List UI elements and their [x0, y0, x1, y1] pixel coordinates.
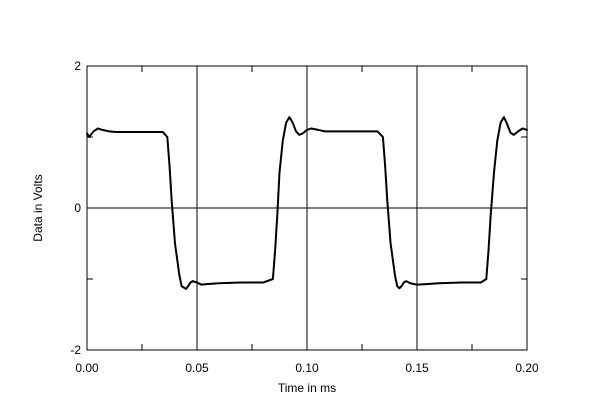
y-tick-label: 2 — [74, 59, 81, 73]
series-line-0 — [86, 116, 528, 290]
y-tick-label: -2 — [70, 343, 81, 357]
x-tick-label: 0.15 — [405, 361, 429, 375]
grid-lines — [87, 66, 527, 350]
x-tick-label: 0.10 — [295, 361, 319, 375]
tick-marks — [87, 66, 527, 350]
x-tick-label: 0.20 — [515, 361, 539, 375]
series-layer — [86, 116, 528, 290]
y-tick-label: 0 — [74, 201, 81, 215]
x-tick-label: 0.05 — [185, 361, 209, 375]
x-axis-label: Time in ms — [278, 381, 336, 395]
plot-frame — [86, 65, 528, 351]
x-tick-label: 0.00 — [75, 361, 99, 375]
y-axis-label: Data in Volts — [31, 174, 45, 241]
tick-labels: 0.00 0.05 0.10 0.15 0.20 -2 0 2 — [70, 59, 539, 375]
